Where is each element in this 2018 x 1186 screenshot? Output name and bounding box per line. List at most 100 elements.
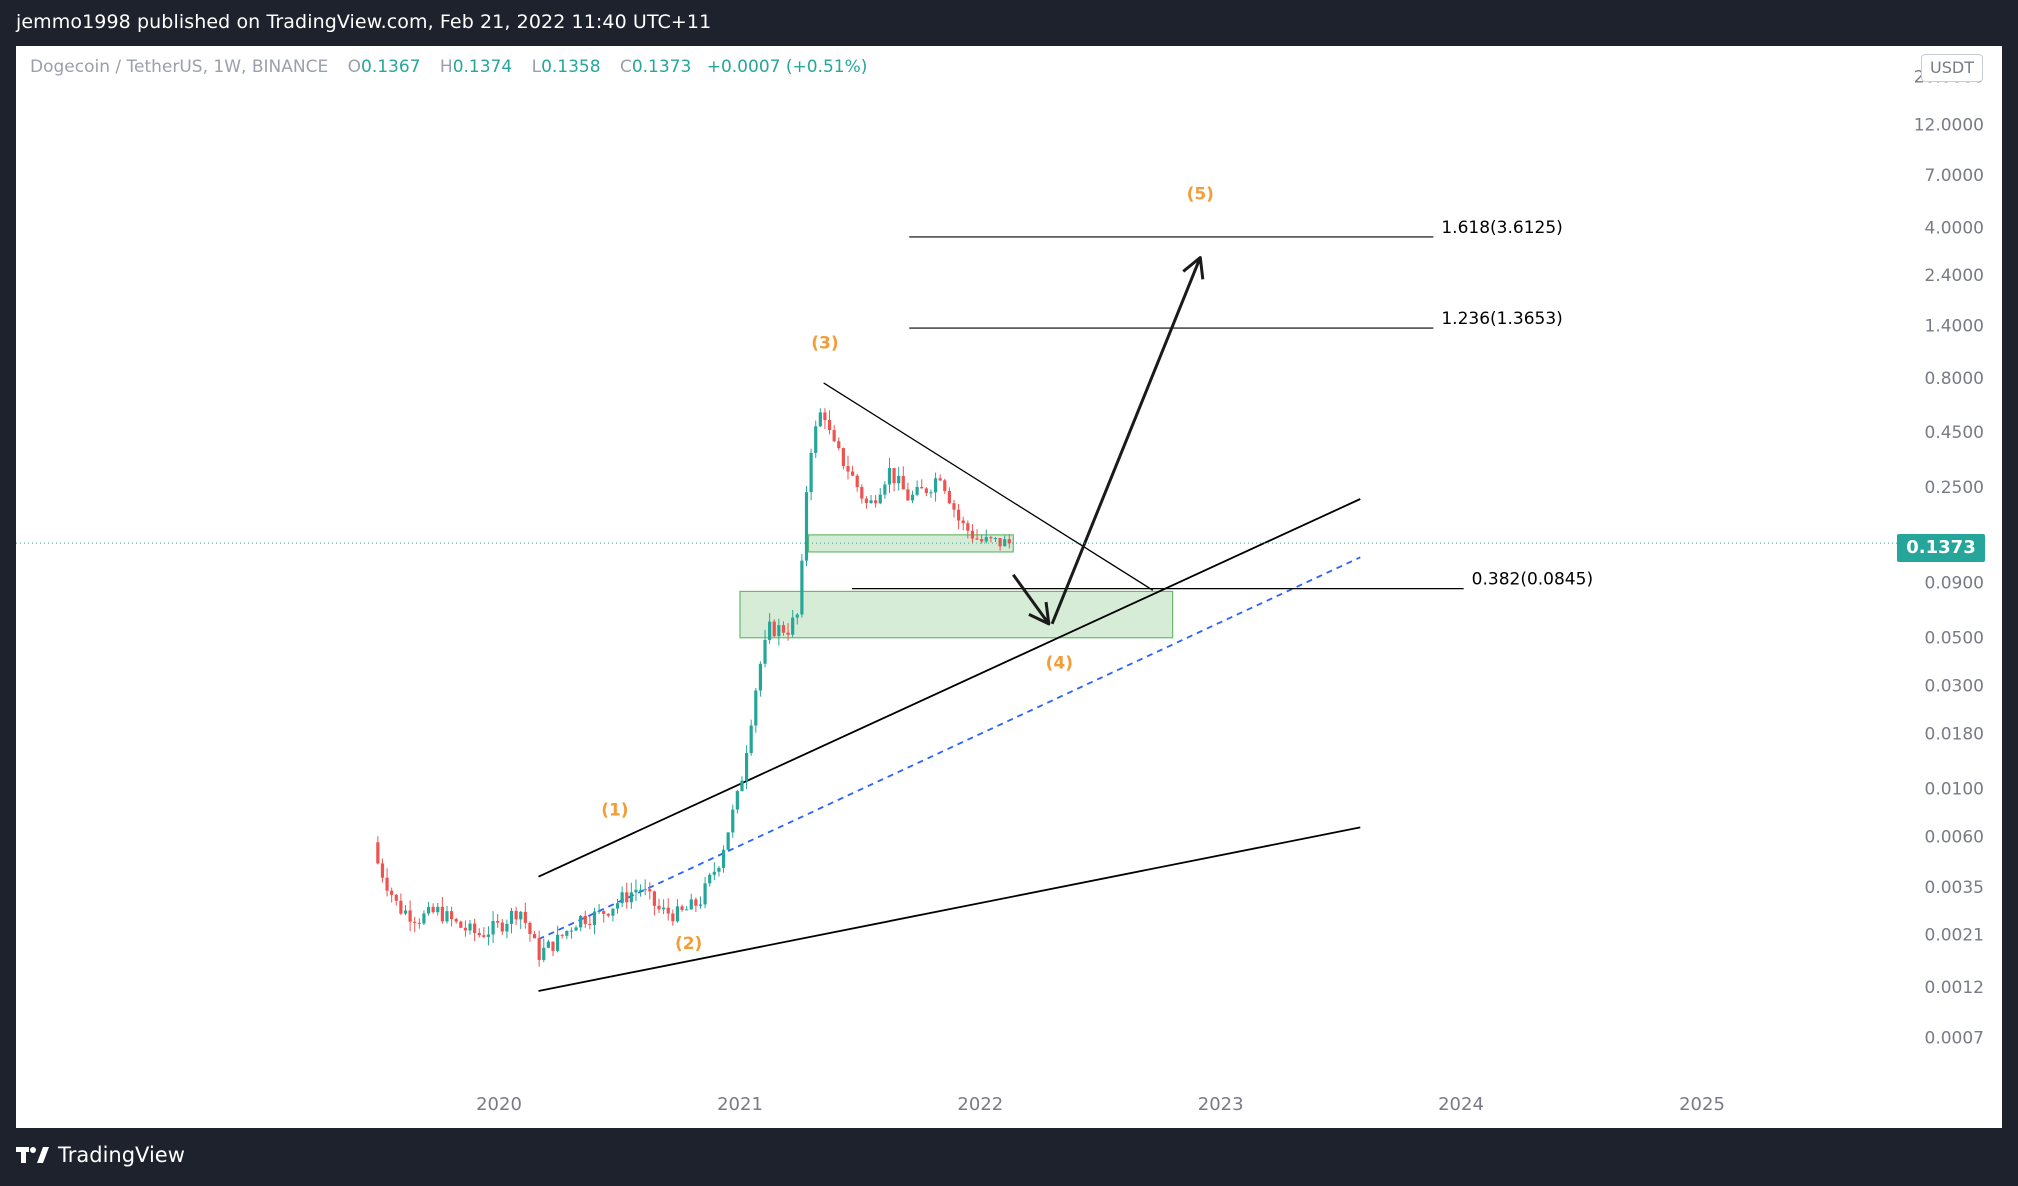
candle-body (634, 889, 638, 893)
candle-body (744, 753, 749, 781)
candle-body (768, 621, 772, 640)
candle-body (431, 906, 435, 913)
candle-body (560, 934, 564, 936)
trendline (823, 382, 1154, 591)
candle-body (473, 923, 477, 933)
candle-body (786, 632, 790, 635)
support-zone (807, 534, 1014, 553)
candle-body (390, 890, 394, 895)
close-label: C (619, 57, 632, 77)
candle-body (957, 509, 961, 521)
candle-body (385, 877, 389, 891)
wave-label: (4) (1046, 654, 1073, 674)
candle-body (975, 538, 979, 540)
candle-body (440, 906, 444, 922)
candle-body (500, 922, 504, 932)
tradingview-logo[interactable]: TradingView (16, 1143, 185, 1167)
wave-label: (3) (811, 333, 838, 353)
projection-arrow (1012, 573, 1051, 625)
change-value: +0.0007 (+0.51%) (706, 57, 868, 77)
candle-body (814, 426, 818, 453)
candle-body (915, 486, 919, 495)
candle-body (592, 911, 597, 925)
candle-body (417, 922, 421, 924)
candle-body (892, 468, 896, 484)
candle-body (546, 941, 550, 948)
tradingview-brand-text: TradingView (58, 1143, 185, 1167)
wave-label: (1) (601, 800, 628, 820)
candle-body (463, 927, 468, 931)
candle-body (459, 921, 463, 928)
price-tick-label: 4.0000 (1925, 218, 1984, 238)
candle-body (542, 947, 546, 960)
time-tick-label: 2024 (1438, 1094, 1484, 1115)
candle-body (989, 537, 993, 539)
currency-unit-button[interactable]: USDT (1921, 54, 1983, 82)
candlestick-series (376, 408, 1011, 967)
price-tick-label: 0.0900 (1925, 574, 1984, 594)
candle-body (961, 520, 965, 524)
channel-line-upper (538, 498, 1361, 878)
candle-body (477, 932, 481, 936)
time-tick-label: 2022 (957, 1094, 1003, 1115)
candle-body (860, 487, 864, 499)
high-label: H (439, 57, 453, 77)
candle-body (749, 725, 753, 754)
candle-body (920, 486, 924, 489)
candle-body (970, 530, 975, 539)
candle-body (878, 494, 882, 504)
channel-line-middle (538, 556, 1361, 941)
price-tick-label: 0.8000 (1925, 369, 1984, 389)
time-tick-label: 2021 (717, 1094, 763, 1115)
candle-body (468, 923, 472, 931)
candle-body (791, 617, 795, 635)
channel-line-lower (538, 826, 1361, 992)
time-tick-label: 2025 (1679, 1094, 1725, 1115)
chart-area[interactable]: 1.618(3.6125) 1.236(1.3653) 0.382(0.0845) … (16, 46, 2002, 1128)
candle-body (528, 922, 532, 934)
candle-body (943, 480, 947, 492)
candle-body (689, 899, 693, 910)
price-tick-label: 1.4000 (1925, 317, 1984, 337)
publish-info: jemmo1998 published on TradingView.com, … (16, 11, 712, 33)
candle-body (413, 921, 417, 923)
price-tick-label: 0.0007 (1925, 1029, 1984, 1049)
descending-trendline (823, 382, 1154, 591)
chart-canvas[interactable]: 1.618(3.6125)1.236(1.3653)0.382(0.0845) … (16, 46, 2002, 1128)
candle-body (436, 906, 440, 913)
candle-body (924, 488, 928, 494)
candle-body (680, 906, 684, 910)
candle-body (399, 900, 403, 914)
symbol-name[interactable]: Dogecoin / TetherUS, 1W, BINANCE (30, 57, 329, 77)
candle-body (698, 904, 703, 906)
candle-body (491, 920, 495, 935)
candle-body (763, 639, 767, 664)
candle-body (966, 523, 970, 531)
candle-body (685, 909, 689, 911)
candle-body (514, 910, 518, 920)
candle-body (929, 492, 933, 494)
candle-body (708, 874, 712, 884)
candle-body (947, 491, 951, 504)
candle-body (551, 941, 555, 951)
low-value: 0.1358 (541, 57, 601, 77)
candle-body (602, 911, 606, 914)
open-label: O (347, 57, 361, 77)
wave-label: (2) (675, 934, 702, 954)
wave-labels: (1) (2) (3) (4) (5) (601, 184, 1214, 954)
support-zone (739, 590, 1174, 639)
candle-body (874, 500, 878, 504)
candle-body (408, 910, 412, 922)
time-axis[interactable]: 2020 2021 2022 2023 2024 2025 (476, 1094, 1725, 1115)
candle-body (800, 560, 804, 615)
price-axis[interactable]: 20.000012.00007.00004.00002.40001.40000.… (1914, 68, 1984, 1049)
price-tick-label: 0.0300 (1925, 677, 1984, 697)
wave-label: (5) (1187, 184, 1214, 204)
candle-body (910, 494, 915, 501)
candle-body (523, 911, 527, 923)
candle-body (532, 933, 537, 939)
candle-body (643, 889, 647, 891)
tradingview-logo-icon (16, 1147, 49, 1163)
candle-body (740, 780, 744, 792)
candle-body (846, 466, 850, 472)
